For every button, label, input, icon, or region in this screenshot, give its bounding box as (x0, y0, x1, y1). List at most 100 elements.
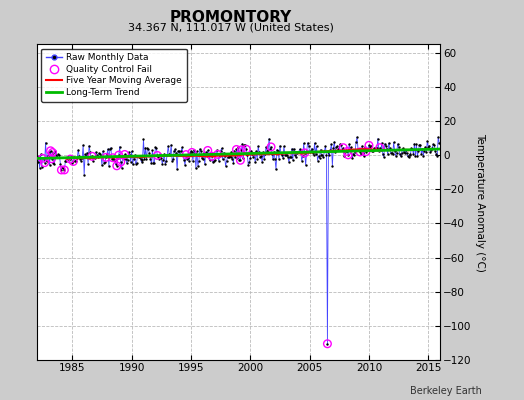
Point (150, 160, 159, 166)
Point (168, 158, 177, 164)
Point (337, 142, 345, 148)
Point (278, 152, 286, 158)
Point (81, 151, 89, 158)
Point (300, 150, 309, 156)
Point (195, 146, 204, 152)
Point (91, 155, 99, 161)
Point (407, 145, 416, 152)
Point (107, 156, 116, 162)
Point (165, 151, 173, 158)
Point (379, 154, 388, 160)
Point (73, 155, 81, 161)
Point (143, 145, 151, 152)
Point (379, 151, 387, 158)
Point (203, 147, 212, 154)
Point (145, 150, 154, 156)
Point (230, 148, 238, 154)
Point (61, 158, 70, 164)
Point (161, 161, 169, 167)
Point (298, 158, 306, 164)
Point (296, 146, 304, 152)
Point (434, 134, 442, 141)
Point (60, 167, 69, 173)
Point (435, 140, 443, 146)
Point (394, 141, 402, 147)
Point (102, 154, 110, 161)
Point (402, 150, 411, 156)
Point (125, 149, 133, 155)
Point (314, 153, 323, 159)
Point (301, 162, 310, 168)
Point (62, 158, 71, 164)
Point (333, 143, 342, 149)
Point (318, 152, 326, 158)
Point (202, 149, 210, 156)
Point (410, 140, 419, 147)
Point (238, 141, 247, 147)
Point (344, 152, 352, 158)
Point (38, 155, 47, 162)
Point (383, 146, 391, 152)
Point (110, 156, 118, 163)
Point (250, 150, 258, 156)
Point (370, 146, 379, 152)
Point (210, 158, 218, 164)
Point (397, 153, 405, 160)
Point (315, 155, 324, 161)
Point (36, 164, 44, 171)
Point (304, 142, 313, 149)
Point (208, 153, 216, 160)
Point (377, 146, 385, 153)
Point (349, 151, 357, 157)
Point (323, 340, 332, 347)
Point (100, 160, 108, 166)
Point (111, 157, 119, 163)
Point (269, 156, 277, 163)
Point (228, 156, 237, 162)
Point (329, 144, 337, 151)
Point (135, 154, 144, 161)
Text: PROMONTORY: PROMONTORY (169, 10, 292, 25)
Point (121, 151, 129, 158)
Point (170, 148, 178, 154)
Point (194, 163, 202, 169)
Point (41, 139, 50, 146)
Point (195, 158, 203, 164)
Point (241, 142, 249, 148)
Point (189, 158, 197, 164)
Point (263, 148, 271, 154)
Point (38, 155, 47, 162)
Point (136, 156, 145, 162)
Point (80, 171, 89, 178)
Point (69, 158, 78, 165)
Point (385, 140, 393, 146)
Point (307, 148, 315, 154)
Point (98, 162, 106, 168)
Point (54, 151, 63, 158)
Point (216, 148, 225, 154)
Point (59, 164, 68, 171)
Point (220, 149, 228, 156)
Point (79, 142, 88, 148)
Point (96, 151, 104, 157)
Point (378, 140, 386, 146)
Point (433, 152, 441, 159)
Point (64, 153, 72, 160)
Point (308, 145, 316, 152)
Point (60, 167, 69, 173)
Point (255, 149, 264, 156)
Point (356, 149, 364, 155)
Point (178, 144, 186, 150)
Point (242, 146, 250, 152)
Point (384, 151, 392, 158)
Point (51, 148, 60, 154)
Point (416, 142, 424, 148)
Point (274, 148, 282, 154)
Point (277, 150, 285, 156)
Point (359, 150, 367, 156)
Point (101, 159, 109, 166)
Point (35, 154, 43, 160)
Text: Berkeley Earth: Berkeley Earth (410, 386, 482, 396)
Point (56, 161, 64, 168)
Point (97, 152, 105, 159)
